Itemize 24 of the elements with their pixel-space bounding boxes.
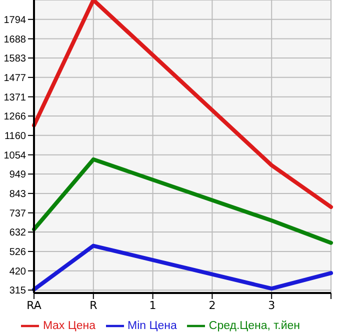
x-tick-label: RA [26,298,42,312]
x-tick-label: 1 [149,298,156,312]
y-tick-label: 1688 [4,34,26,46]
y-tick-label: 737 [9,208,26,220]
y-tick-label: 1054 [4,150,26,162]
x-tick-label: 3 [268,298,276,312]
y-tick-label: 1583 [4,54,26,65]
legend-label: Сред.Цена, т.йен [208,320,300,332]
y-tick-label: 315 [9,286,26,297]
line-series [32,157,333,245]
y-tick-label: 1160 [4,130,26,142]
y-tick-label: 843 [9,188,26,200]
y-tick-label: 949 [9,170,26,181]
legend-label: Min Цена [128,320,177,332]
y-tick-label: 1371 [4,92,26,104]
y-tick-label: 1266 [4,112,26,123]
y-tick-label: 1477 [4,72,26,84]
y-tick-label: 632 [9,228,26,239]
y-tick-label: 420 [9,266,26,278]
legend-label: Max Цена [42,320,96,332]
y-tick-label: 526 [9,247,26,258]
y-tick-label: 1794 [4,14,26,26]
x-tick-label: 2 [208,298,216,312]
x-tick-label: R [90,298,98,312]
